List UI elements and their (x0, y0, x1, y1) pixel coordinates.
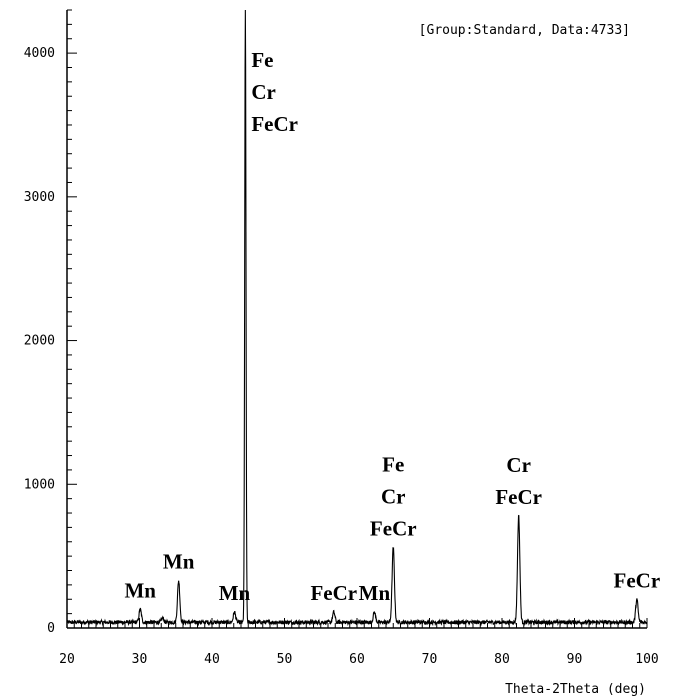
peak-label-fecr: FeCr (370, 517, 417, 541)
peak-label-fecr: FeCr (495, 485, 542, 509)
x-tick-label: 50 (277, 652, 293, 667)
x-axis-label: Theta-2Theta (deg) (505, 682, 646, 697)
x-tick-label: 30 (132, 652, 148, 667)
peak-label-cr: Cr (381, 485, 406, 509)
chart-header: [Group:Standard, Data:4733] (419, 23, 630, 38)
peak-label-fecr: FeCr (310, 581, 357, 605)
y-tick-label: 2000 (24, 334, 55, 349)
peak-label-fe: Fe (382, 453, 404, 477)
peak-label-cr: Cr (506, 453, 531, 477)
x-tick-label: 100 (635, 652, 658, 667)
x-tick-label: 60 (349, 652, 365, 667)
y-tick-label: 1000 (24, 477, 55, 492)
x-tick-label: 90 (567, 652, 583, 667)
y-tick-label: 3000 (24, 190, 55, 205)
peak-label-mn: Mn (163, 550, 195, 574)
x-tick-label: 70 (422, 652, 438, 667)
peak-label-fecr: FeCr (251, 112, 298, 136)
y-tick-label: 4000 (24, 46, 55, 61)
peak-label-fe: Fe (251, 48, 273, 72)
x-tick-label: 20 (59, 652, 75, 667)
x-tick-label: 40 (204, 652, 220, 667)
peak-label-fecr: FeCr (614, 568, 661, 592)
axes: 0 1000 2000 3000 4000 20 30 40 50 60 70 80 90 100 (24, 9, 659, 667)
peak-label-mn: Mn (124, 578, 156, 602)
x-tick-label: 80 (494, 652, 510, 667)
peak-label-mn: Mn (359, 581, 391, 605)
y-tick-label: 0 (47, 621, 55, 636)
peak-label-cr: Cr (251, 80, 276, 104)
peak-label-mn: Mn (219, 581, 251, 605)
